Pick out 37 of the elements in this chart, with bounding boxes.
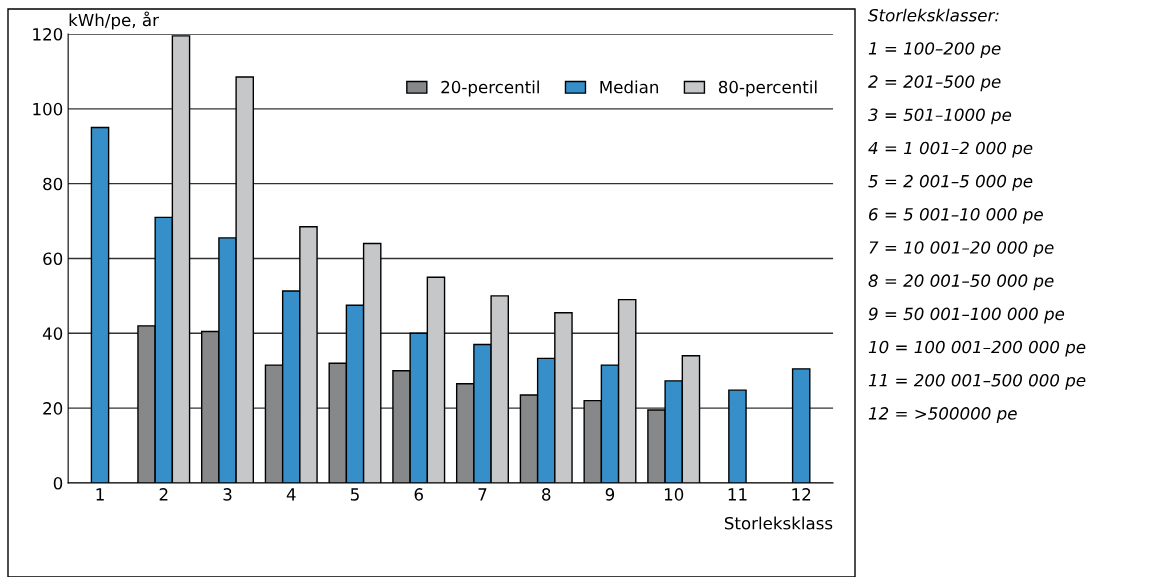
x-tick-label: 5 bbox=[350, 488, 359, 501]
text: 12 = >500000 pe bbox=[868, 407, 1017, 423]
x-tick-label: 9 bbox=[605, 488, 615, 501]
text: Storleksklasser: bbox=[868, 8, 999, 22]
x-tick-label: 3 bbox=[223, 488, 232, 501]
text: 7 = 10 001–20 000 pe bbox=[869, 241, 1054, 258]
legend-label: 80-percentil bbox=[718, 80, 817, 97]
x-tick-label: 10 bbox=[664, 488, 684, 501]
y-tick-label: 20 bbox=[43, 402, 63, 415]
text: 6 = 5 001–10 000 pe bbox=[869, 208, 1043, 224]
x-tick-label: 2 bbox=[159, 488, 168, 501]
y-tick-label: 120 bbox=[33, 28, 63, 41]
text: 10 = 100 001–200 000 pe bbox=[868, 340, 1086, 357]
y-tick-label: 0 bbox=[53, 476, 63, 490]
text: 8 = 20 001–50 000 pe bbox=[868, 274, 1054, 291]
x-tick-label: 8 bbox=[542, 488, 551, 501]
x-tick-label: 12 bbox=[792, 488, 811, 501]
x-axis-title: Storleksklass bbox=[724, 516, 833, 530]
text: 11 = 200 001–500 000 pe bbox=[868, 373, 1086, 390]
legend-label: Median bbox=[600, 80, 659, 94]
y-tick-label: 100 bbox=[33, 102, 63, 116]
x-tick-label: 4 bbox=[286, 488, 296, 501]
text: 9 = 50 001–100 000 pe bbox=[868, 307, 1065, 324]
text: 1 = 100–200 pe bbox=[868, 42, 1001, 58]
x-tick-label: 6 bbox=[414, 488, 423, 501]
y-tick-label: 80 bbox=[43, 177, 63, 191]
x-tick-label: 7 bbox=[478, 488, 487, 501]
text: 4 = 1 001–2 000 pe bbox=[868, 141, 1033, 158]
text: 2 = 201–500 pe bbox=[868, 75, 1001, 92]
x-tick-label: 1 bbox=[96, 488, 104, 501]
text: 3 = 501–1000 pe bbox=[868, 108, 1012, 125]
x-tick-label: 11 bbox=[728, 488, 747, 501]
y-axis-title: kWh/pe, år bbox=[69, 11, 159, 30]
y-tick-label: 60 bbox=[43, 252, 63, 266]
y-tick-label: 40 bbox=[42, 327, 63, 340]
text: 5 = 2 001–5 000 pe bbox=[868, 174, 1033, 191]
legend-label: 20-percentil bbox=[441, 80, 539, 97]
